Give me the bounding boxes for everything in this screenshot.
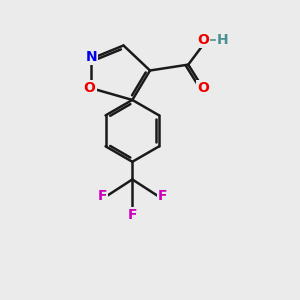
Text: O: O [197,33,209,46]
Text: O: O [84,81,96,95]
Text: F: F [128,208,137,222]
Text: F: F [158,189,167,202]
Text: O: O [197,81,209,95]
Text: F: F [97,189,107,202]
Text: H: H [216,33,228,46]
Text: N: N [85,50,97,64]
